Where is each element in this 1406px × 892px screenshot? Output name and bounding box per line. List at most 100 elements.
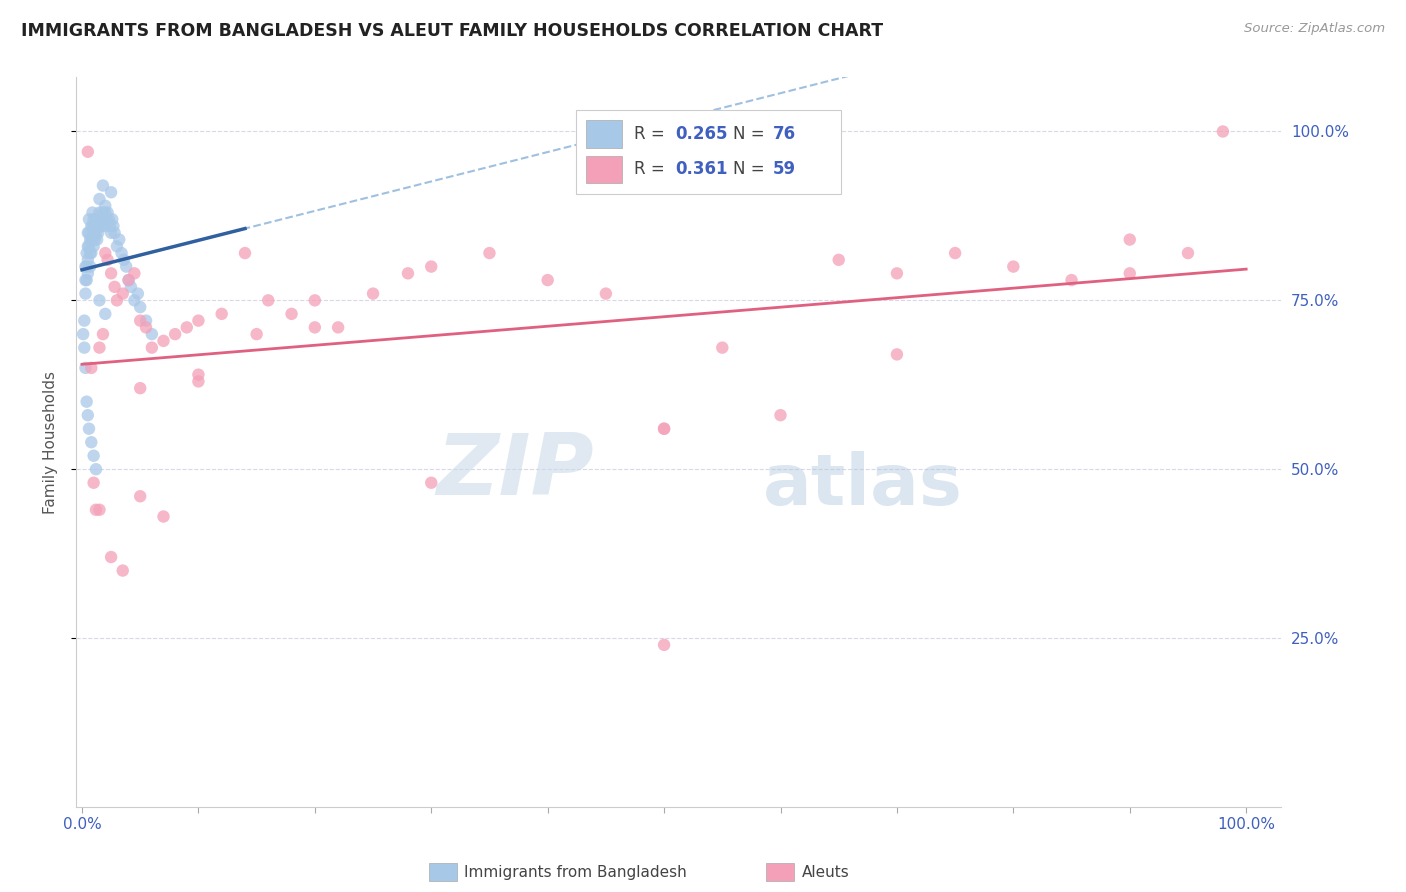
Point [101, 212, 124, 227]
Point [100, 549, 122, 564]
FancyBboxPatch shape [576, 111, 841, 194]
Point [135, 320, 157, 334]
Point [89, 341, 111, 355]
Point [94, 205, 117, 219]
Point [652, 422, 675, 436]
Point [100, 226, 122, 240]
Point [91, 327, 114, 342]
Point [97, 205, 120, 219]
Point [75, 273, 97, 287]
Point [76, 260, 98, 274]
Point [1119, 233, 1142, 247]
Point [652, 638, 675, 652]
Point [420, 260, 443, 274]
Point [420, 475, 443, 490]
Point [94, 246, 117, 260]
Point [77, 226, 100, 240]
Point [129, 300, 152, 314]
Point [98, 219, 121, 233]
Point [537, 273, 560, 287]
Point [84, 212, 107, 227]
Point [120, 280, 142, 294]
Point [943, 246, 966, 260]
Point [361, 286, 384, 301]
Text: Immigrants from Bangladesh: Immigrants from Bangladesh [464, 865, 686, 880]
Point [100, 186, 122, 200]
Point [1002, 260, 1025, 274]
Point [97, 252, 120, 267]
Point [769, 408, 792, 422]
Point [94, 219, 117, 233]
Point [79, 233, 101, 247]
Point [886, 266, 908, 280]
Text: 76: 76 [773, 126, 796, 144]
Point [112, 252, 135, 267]
Point [83, 233, 105, 247]
Point [86, 219, 108, 233]
Point [187, 368, 209, 382]
Point [105, 293, 128, 308]
Point [103, 219, 125, 233]
Point [246, 327, 269, 342]
Point [96, 212, 118, 227]
Text: N =: N = [733, 161, 769, 178]
Point [828, 252, 851, 267]
Point [79, 260, 101, 274]
Point [152, 509, 174, 524]
Y-axis label: Family Households: Family Households [44, 371, 58, 514]
Point [80, 435, 103, 450]
Point [91, 205, 114, 219]
Point [97, 212, 120, 227]
Point [111, 286, 134, 301]
Point [117, 273, 139, 287]
Text: Source: ZipAtlas.com: Source: ZipAtlas.com [1244, 22, 1385, 36]
Point [211, 307, 233, 321]
Point [115, 260, 138, 274]
Point [76, 246, 98, 260]
Point [141, 341, 163, 355]
Point [326, 320, 349, 334]
Point [257, 293, 280, 308]
Point [73, 313, 96, 327]
Text: ZIP: ZIP [437, 430, 595, 513]
Point [478, 246, 501, 260]
Point [105, 239, 128, 253]
Point [89, 293, 111, 308]
Point [82, 205, 104, 219]
Point [233, 246, 256, 260]
Text: Aleuts: Aleuts [801, 865, 849, 880]
Text: R =: R = [634, 126, 671, 144]
Point [80, 219, 103, 233]
Point [129, 381, 152, 395]
Text: 0.361: 0.361 [675, 161, 727, 178]
Point [711, 341, 734, 355]
Point [82, 233, 104, 247]
Point [90, 212, 112, 227]
Point [652, 422, 675, 436]
Point [187, 375, 209, 389]
Point [129, 489, 152, 503]
Point [83, 212, 105, 227]
Point [83, 219, 105, 233]
Point [79, 246, 101, 260]
Point [100, 266, 122, 280]
Point [124, 266, 146, 280]
Point [111, 564, 134, 578]
Point [91, 178, 114, 193]
Point [83, 449, 105, 463]
Point [135, 313, 157, 327]
Point [77, 212, 100, 227]
Point [1060, 273, 1083, 287]
Point [76, 273, 98, 287]
Point [76, 252, 98, 267]
Point [94, 307, 117, 321]
Point [76, 145, 98, 159]
Point [886, 347, 908, 361]
Text: 0.265: 0.265 [675, 126, 727, 144]
Point [89, 192, 111, 206]
Point [124, 293, 146, 308]
Point [129, 313, 152, 327]
Point [304, 320, 326, 334]
Point [94, 199, 117, 213]
Point [1119, 266, 1142, 280]
